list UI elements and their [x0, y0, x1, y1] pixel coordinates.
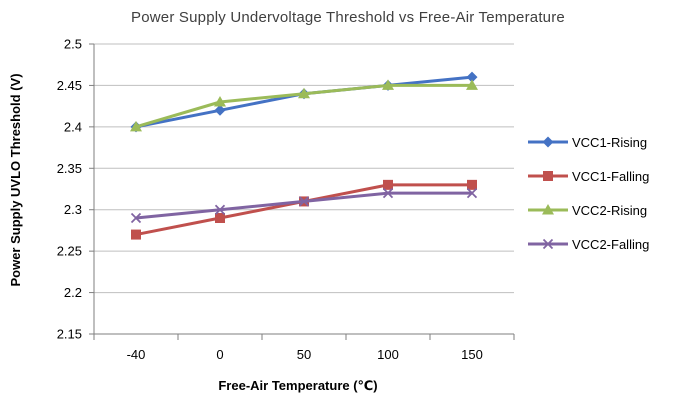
data-point [466, 71, 478, 83]
legend-item: VCC1-Rising [528, 135, 647, 150]
x-tick-label: 150 [461, 347, 483, 362]
data-point [214, 96, 226, 107]
data-point [298, 87, 310, 99]
y-tick-label: 2.15 [57, 327, 82, 342]
data-point [467, 179, 477, 190]
series-vcc1-rising [130, 71, 478, 133]
data-point [215, 213, 225, 223]
y-tick-label: 2.2 [64, 285, 82, 300]
legend-label: VCC1-Falling [572, 169, 649, 184]
data-point [214, 104, 226, 116]
data-point [383, 179, 393, 190]
y-tick-label: 2.5 [64, 37, 82, 52]
data-point [131, 229, 141, 240]
x-axis-label: Free-Air Temperature (℃) [218, 378, 377, 393]
axes [89, 43, 515, 340]
grid [94, 43, 514, 335]
data-point [466, 188, 478, 199]
legend-item: VCC2-Falling [528, 237, 649, 252]
y-tick-labels: 2.15 2.2 2.25 2.3 2.35 2.4 2.45 2.5 [57, 37, 82, 342]
series-vcc2-rising [130, 79, 478, 132]
data-point [382, 79, 394, 90]
x-tick-label: 0 [216, 347, 223, 362]
legend-item: VCC2-Rising [528, 203, 647, 218]
legend-marker [543, 171, 553, 181]
y-axis-label: Power Supply UVLO Threshold (V) [8, 73, 23, 286]
x-tick-labels: -40 0 50 100 150 [127, 347, 483, 362]
series [130, 71, 478, 240]
legend-marker [542, 238, 554, 250]
x-tick-label: 50 [297, 347, 311, 362]
data-point [130, 120, 142, 132]
chart-title: Power Supply Undervoltage Threshold vs F… [131, 9, 565, 26]
data-point [214, 204, 226, 215]
data-point [130, 212, 142, 224]
legend-marker [542, 204, 554, 215]
legend-marker [542, 136, 554, 148]
legend-item: VCC1-Falling [528, 169, 649, 184]
legend: VCC1-Rising VCC1-Falling VCC2-Rising VCC2-F… [528, 135, 649, 252]
legend-label: VCC2-Rising [572, 203, 647, 218]
y-tick-label: 2.25 [57, 244, 82, 259]
legend-label: VCC2-Falling [572, 237, 649, 252]
legend-label: VCC1-Rising [572, 135, 647, 150]
data-point [298, 196, 310, 207]
x-tick-label: -40 [127, 347, 146, 362]
data-point [382, 188, 394, 199]
x-tick-label: 100 [377, 347, 399, 362]
y-tick-label: 2.35 [57, 161, 82, 176]
y-tick-label: 2.3 [64, 202, 82, 217]
data-point [466, 79, 478, 90]
y-tick-label: 2.4 [64, 119, 82, 134]
y-tick-label: 2.45 [57, 78, 82, 93]
series-vcc2-falling [130, 188, 478, 224]
